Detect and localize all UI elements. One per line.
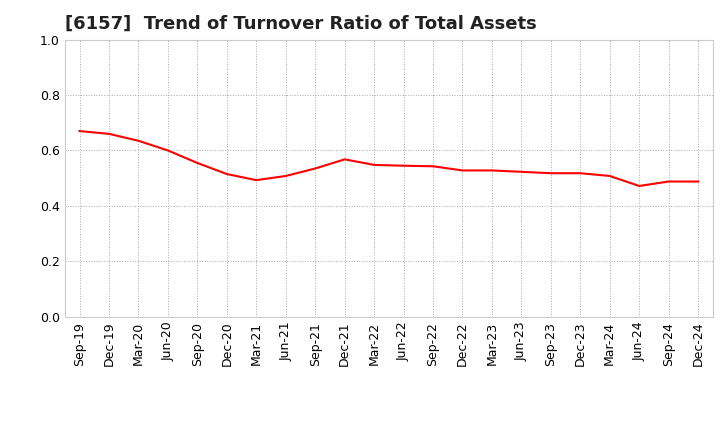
Text: [6157]  Trend of Turnover Ratio of Total Assets: [6157] Trend of Turnover Ratio of Total …	[65, 15, 536, 33]
